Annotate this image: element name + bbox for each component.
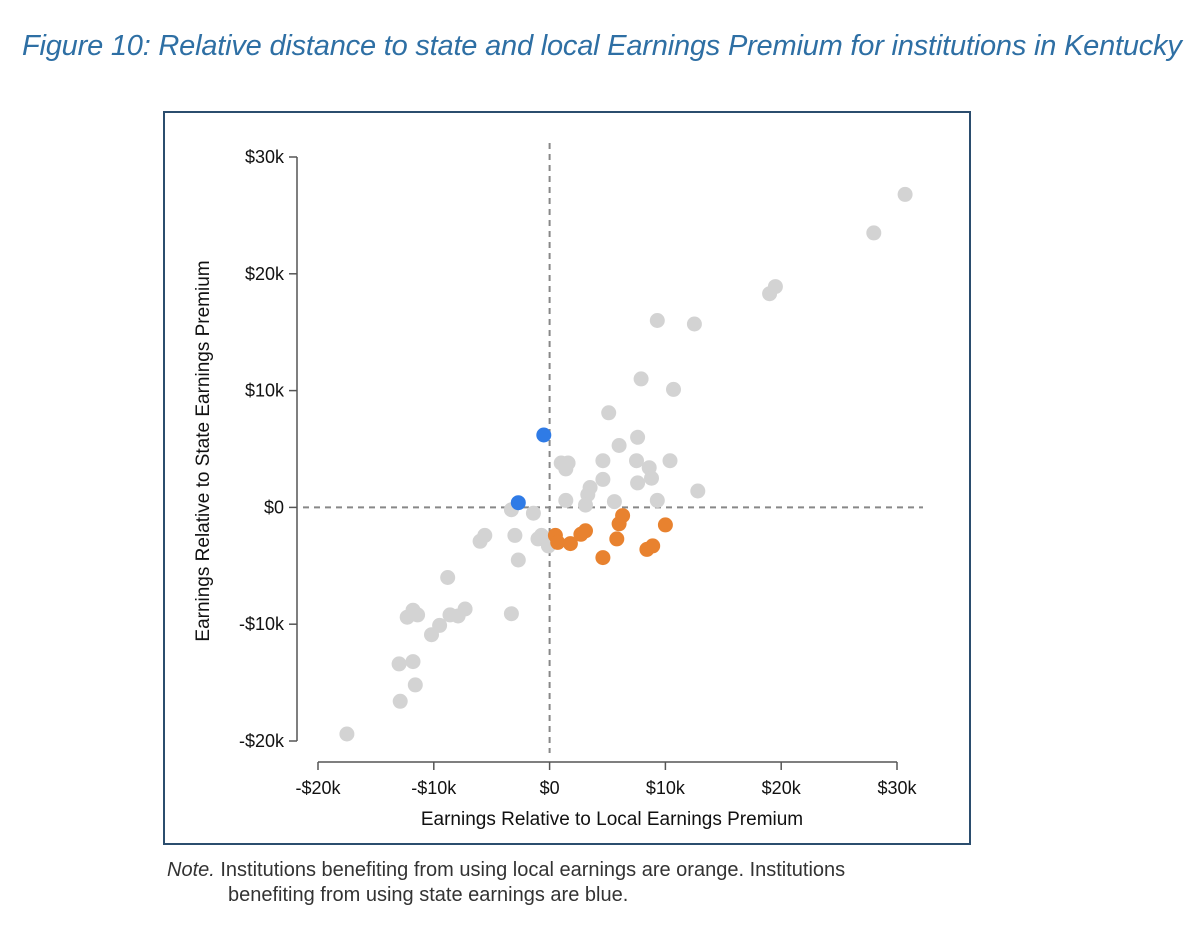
point-neutral [630,429,646,445]
point-neutral [424,627,439,643]
point-local-benefit [595,550,611,566]
y-tick-label: $0 [264,497,284,517]
point-neutral [595,453,611,469]
point-local-benefit [578,523,593,539]
x-tick-label: -$10k [411,778,457,798]
point-local-benefit [645,538,661,554]
point-neutral [633,371,649,387]
note-label: Note. [167,859,215,881]
point-neutral [578,497,593,513]
point-neutral [472,533,488,549]
point-neutral [442,607,458,623]
x-tick-label: $30k [877,778,917,798]
point-local-benefit [615,508,631,524]
point-neutral [440,570,456,585]
point-neutral [649,492,665,508]
point-state-benefit [536,427,552,443]
point-neutral [595,471,611,487]
x-tick-label: $10k [646,778,686,798]
y-tick-label: -$20k [239,731,285,751]
point-neutral [644,470,659,486]
point-neutral [503,606,519,622]
point-neutral [606,494,622,510]
figure-note: Note. Institutions benefiting from using… [167,858,1067,908]
data-points [339,186,913,742]
note-line-2: benefiting from using state earnings are… [228,884,629,906]
point-neutral [866,225,882,241]
point-neutral [407,677,423,693]
x-tick-label: $20k [762,778,802,798]
point-local-benefit [657,517,673,533]
y-tick-label: -$10k [239,614,285,634]
point-neutral [690,483,706,499]
point-neutral [391,656,407,672]
note-text-1: Institutions benefiting from using local… [220,859,846,881]
point-neutral [601,405,617,421]
point-neutral [629,453,644,469]
point-neutral [525,505,541,521]
point-neutral [399,609,415,625]
point-neutral [686,316,702,332]
point-neutral [897,186,913,202]
x-axis-title: Earnings Relative to Local Earnings Prem… [421,809,803,830]
point-neutral [666,381,681,397]
point-neutral [405,654,421,670]
x-tick-label: -$20k [295,778,341,798]
point-neutral [558,461,574,477]
point-state-benefit [510,495,526,511]
point-neutral [662,453,678,469]
y-tick-label: $10k [245,381,285,401]
axes: -$20k -$10k $0 $10k $20k $30k -$20k -$10k $0 $10… [239,147,918,798]
point-neutral [558,492,574,508]
point-local-benefit [550,534,566,550]
point-neutral [392,693,408,709]
scatter-chart: -$20k -$10k $0 $10k $20k $30k -$20k -$10k $0 $10… [193,143,923,830]
y-axis-title: Earnings Relative to State Earnings Prem… [193,260,214,641]
point-neutral [339,726,355,742]
note-line-1: Note. Institutions benefiting from using… [167,858,1067,883]
point-neutral [510,552,526,568]
point-local-benefit [562,536,578,552]
point-neutral [630,475,646,491]
point-neutral [611,438,627,453]
y-tick-label: $30k [245,147,285,167]
chart-frame: -$20k -$10k $0 $10k $20k $30k -$20k -$10k $0 $10… [163,111,971,845]
x-ticks: -$20k -$10k $0 $10k $20k $30k [295,762,918,798]
point-neutral [507,527,523,543]
point-neutral [649,313,665,328]
point-neutral [762,286,778,302]
y-ticks: -$20k -$10k $0 $10k $20k $30k [239,147,297,751]
x-tick-label: $0 [540,778,560,798]
y-tick-label: $20k [245,264,285,284]
point-local-benefit [609,531,625,547]
figure-title: Figure 10: Relative distance to state an… [22,30,1182,62]
